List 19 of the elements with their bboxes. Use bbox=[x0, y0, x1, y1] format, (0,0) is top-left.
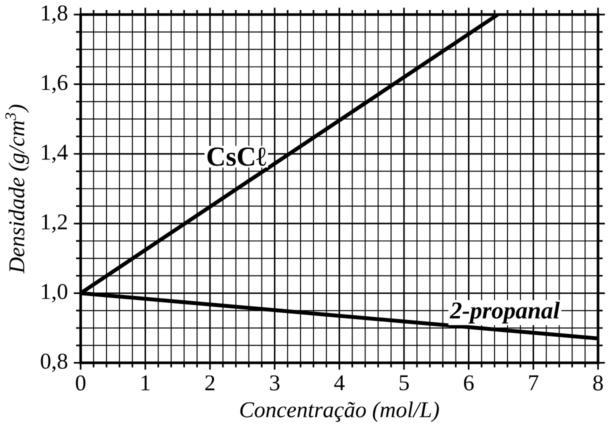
x-tick-label: 8 bbox=[593, 375, 603, 390]
x-tick-label: 2 bbox=[205, 375, 214, 390]
legend-label: 2-propanal bbox=[450, 302, 560, 324]
y-tick-label: 1,2 bbox=[42, 214, 67, 233]
x-tick-label: 3 bbox=[270, 375, 280, 390]
y-axis-title: Densidade (g/cm$^{3}$) bbox=[5, 104, 29, 274]
y-tick-label: 1,4 bbox=[42, 144, 68, 163]
x-tick-label: 1 bbox=[142, 375, 150, 390]
x-tick-label: 6 bbox=[464, 375, 474, 390]
x-tick-label: 0 bbox=[76, 375, 86, 390]
x-tick-label: 4 bbox=[334, 375, 345, 390]
x-tick-label: 7 bbox=[529, 375, 538, 390]
y-tick-label: 1,8 bbox=[42, 5, 68, 24]
x-axis-title: Concentração (mol/L) bbox=[240, 401, 439, 422]
y-tick-label: 0,8 bbox=[40, 353, 68, 372]
y-tick-label: 1,6 bbox=[42, 74, 68, 94]
series-label: CsCℓ bbox=[207, 147, 266, 166]
x-tick-label: 5 bbox=[400, 375, 409, 390]
y-tick-label: 1,0 bbox=[42, 284, 68, 302]
